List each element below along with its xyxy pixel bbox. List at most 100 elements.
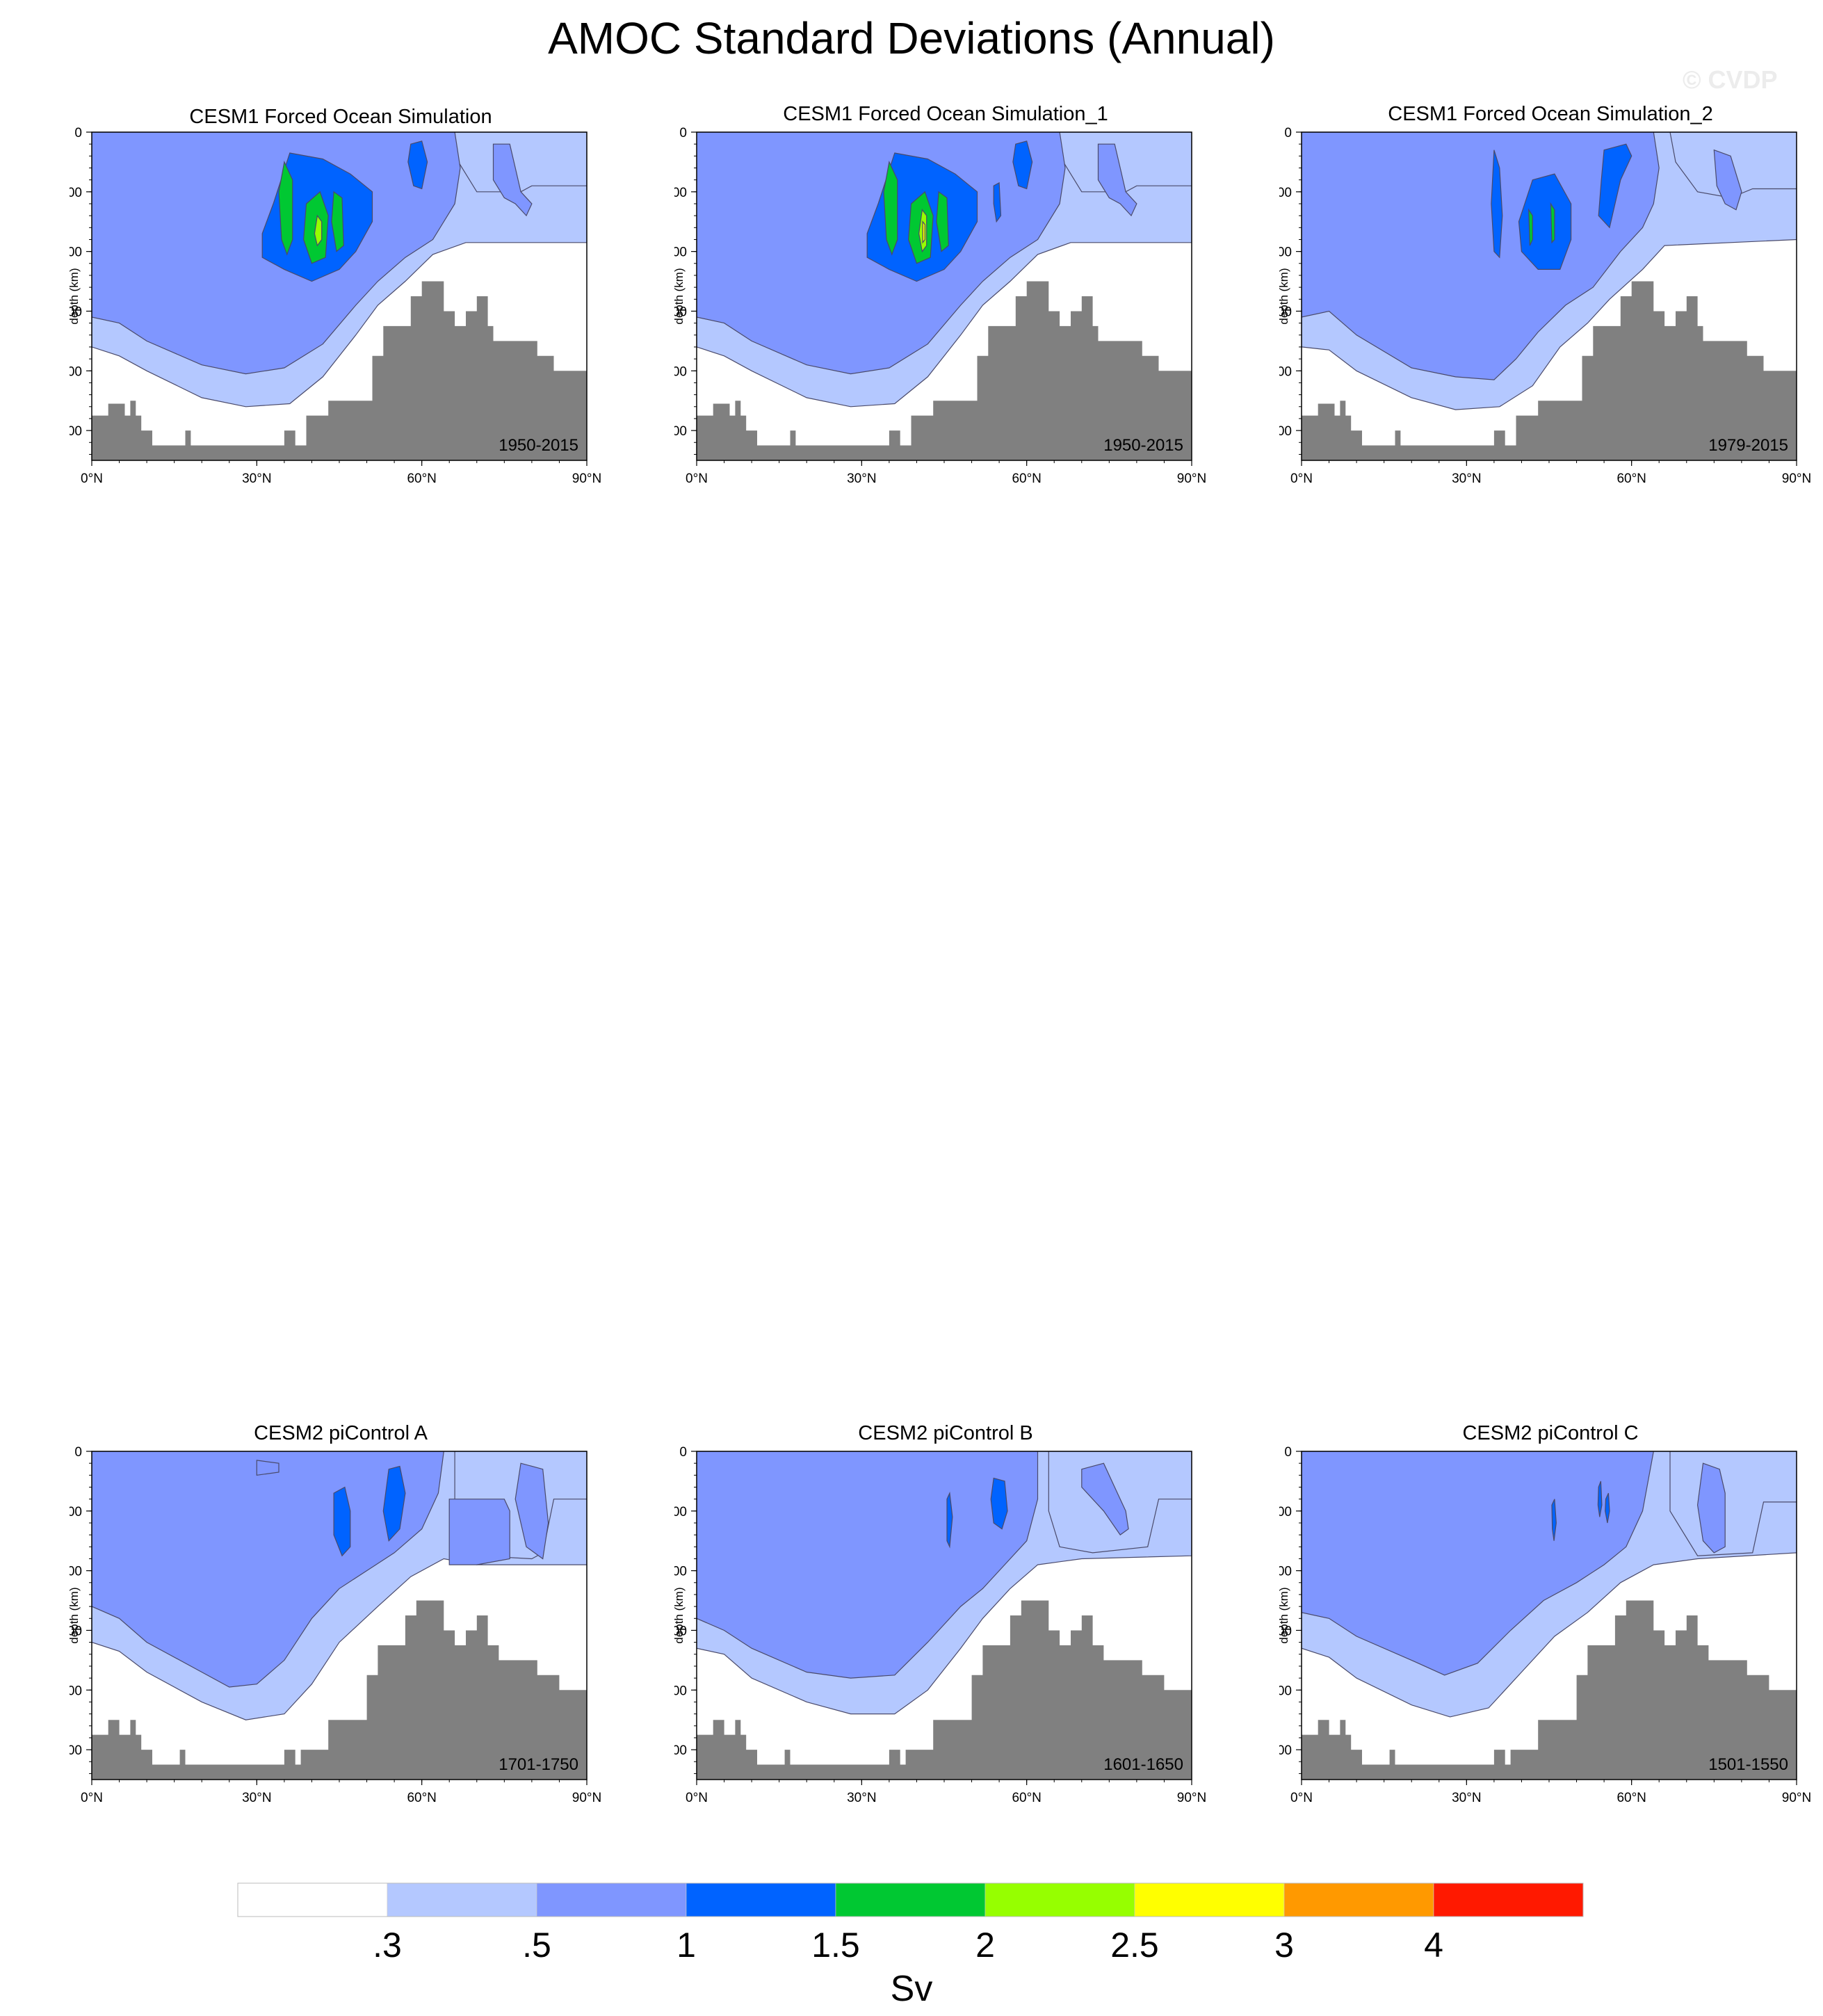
- contour-level-0p5: [92, 1451, 444, 1688]
- contour-blob: [1605, 1492, 1610, 1524]
- colorbar-tick-label: 4: [1424, 1926, 1443, 1965]
- colorbar-swatch: [1134, 1882, 1285, 1917]
- colorbar-swatch: [835, 1882, 986, 1917]
- period-label: 1950-2015: [1103, 436, 1183, 455]
- y-axis-label: depth (km): [1279, 268, 1290, 324]
- contour-blob: [1081, 1462, 1129, 1535]
- y-tick-label: 0: [1284, 126, 1292, 140]
- colorbar: .3 .5 1 1.5 2 2.5 3 4: [237, 1882, 1584, 1965]
- y-tick-label: 5000: [674, 1743, 687, 1758]
- panel-cesm2-picontrol-a: CESM2 piControl A 0100020003000400050000…: [70, 1422, 612, 1839]
- y-tick-label: 3000: [70, 305, 82, 319]
- contour-blob: [1012, 140, 1033, 190]
- contour-blob: [333, 1486, 351, 1557]
- y-axis-label: depth (km): [674, 1587, 686, 1643]
- bathymetry-land: [92, 281, 587, 460]
- contour-blob: [1696, 1462, 1726, 1554]
- x-tick-label: 60°N: [1617, 1791, 1646, 1805]
- contour-blob: [278, 160, 293, 256]
- bathymetry-land: [1302, 281, 1797, 460]
- x-tick-label: 60°N: [407, 471, 436, 486]
- contour-blob: [1097, 143, 1137, 217]
- x-tick-label: 30°N: [242, 471, 271, 486]
- y-tick-label: 4000: [674, 364, 687, 379]
- x-tick-label: 90°N: [1782, 1791, 1811, 1805]
- colorbar-swatch: [387, 1882, 537, 1917]
- colorbar-swatch: [1433, 1882, 1584, 1917]
- colorbar-tick-label: 2: [975, 1926, 995, 1965]
- x-tick-label: 30°N: [1452, 471, 1481, 486]
- figure-title: AMOC Standard Deviations (Annual): [548, 13, 1275, 63]
- x-tick-label: 0°N: [1290, 1791, 1313, 1805]
- colorbar-tick-label: 1: [676, 1926, 696, 1965]
- contour-blob: [936, 191, 949, 252]
- contour-blob: [448, 1499, 510, 1565]
- y-tick-label: 5000: [1279, 424, 1292, 439]
- y-tick-label: 3000: [70, 1624, 82, 1638]
- y-tick-label: 3000: [1279, 1624, 1292, 1638]
- x-tick-label: 60°N: [1012, 1791, 1041, 1805]
- y-tick-label: 3000: [1279, 305, 1292, 319]
- x-tick-label: 60°N: [1012, 471, 1041, 486]
- y-tick-label: 3000: [674, 1624, 687, 1638]
- y-axis-label: depth (km): [674, 268, 686, 324]
- y-axis-label: depth (km): [70, 1587, 81, 1643]
- colorbar-swatch: [985, 1882, 1135, 1917]
- bathymetry-land: [697, 281, 1192, 460]
- panel-title: CESM2 piControl B: [858, 1422, 1033, 1444]
- y-tick-label: 0: [74, 1445, 82, 1460]
- y-tick-label: 5000: [70, 1743, 82, 1758]
- panel-title: CESM1 Forced Ocean Simulation: [189, 106, 492, 128]
- y-tick-label: 0: [679, 1445, 687, 1460]
- colorbar-tick-label: .5: [522, 1926, 551, 1965]
- panel-cesm2-picontrol-b: CESM2 piControl B 0100020003000400050000…: [674, 1422, 1217, 1839]
- bathymetry-land: [1302, 1600, 1797, 1780]
- y-tick-label: 0: [1284, 1445, 1292, 1460]
- bathymetry-land: [92, 1600, 587, 1780]
- panel-title: CESM1 Forced Ocean Simulation_2: [1388, 103, 1713, 125]
- x-tick-label: 0°N: [81, 1791, 103, 1805]
- contour-blob: [922, 220, 925, 244]
- y-tick-label: 4000: [1279, 1684, 1292, 1698]
- y-axis-label: depth (km): [1279, 1587, 1290, 1643]
- period-label: 1501-1550: [1708, 1755, 1788, 1774]
- contour-blob: [492, 143, 533, 217]
- y-tick-label: 4000: [1279, 364, 1292, 379]
- x-tick-label: 30°N: [1452, 1791, 1481, 1805]
- contour-level-0p5: [1302, 132, 1660, 380]
- contour-blob: [1491, 150, 1503, 259]
- bathymetry-land: [697, 1600, 1192, 1780]
- contour-blob: [883, 160, 898, 256]
- contour-blob: [1597, 1481, 1603, 1517]
- colorbar-tick-label: 2.5: [1110, 1926, 1159, 1965]
- colorbar-tick-label: .3: [373, 1926, 402, 1965]
- x-tick-label: 30°N: [847, 1791, 876, 1805]
- panel-title: CESM1 Forced Ocean Simulation_1: [783, 103, 1108, 125]
- y-tick-label: 0: [74, 126, 82, 140]
- y-tick-label: 5000: [1279, 1743, 1292, 1758]
- contour-blob: [990, 1477, 1008, 1530]
- period-label: 1950-2015: [499, 436, 578, 455]
- x-tick-label: 60°N: [1617, 471, 1646, 486]
- panel-title: CESM2 piControl C: [1462, 1422, 1639, 1444]
- y-tick-label: 5000: [70, 424, 82, 439]
